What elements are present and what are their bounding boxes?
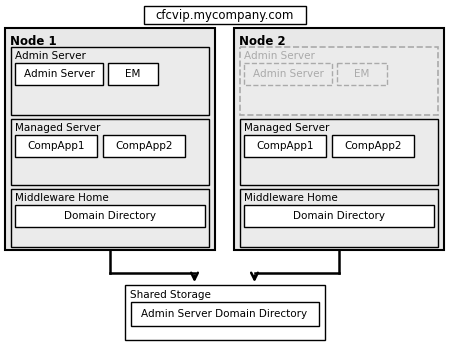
Text: Node 2: Node 2 — [239, 35, 286, 48]
Text: Admin Server: Admin Server — [23, 69, 94, 79]
Bar — [108, 63, 158, 85]
Text: Managed Server: Managed Server — [244, 123, 330, 133]
Bar — [15, 135, 97, 157]
Bar — [234, 28, 444, 250]
Bar — [144, 6, 305, 24]
Bar — [244, 63, 332, 85]
Bar — [240, 189, 438, 247]
Bar — [240, 119, 438, 185]
Bar — [124, 285, 325, 340]
Bar — [332, 135, 414, 157]
Bar — [11, 189, 209, 247]
Text: Admin Server: Admin Server — [244, 51, 315, 61]
Text: Middleware Home: Middleware Home — [244, 193, 338, 203]
Bar — [337, 63, 387, 85]
Text: cfcvip.mycompany.com: cfcvip.mycompany.com — [155, 8, 294, 22]
Text: Domain Directory: Domain Directory — [293, 211, 385, 221]
Text: Node 1: Node 1 — [10, 35, 57, 48]
Bar — [5, 28, 215, 250]
Bar — [244, 205, 434, 227]
Text: Admin Server: Admin Server — [252, 69, 323, 79]
Text: EM: EM — [125, 69, 141, 79]
Bar — [11, 47, 209, 115]
Bar — [11, 119, 209, 185]
Bar — [15, 205, 205, 227]
Bar — [131, 302, 318, 326]
Bar — [240, 47, 438, 115]
Bar — [15, 63, 103, 85]
Text: Admin Server Domain Directory: Admin Server Domain Directory — [141, 309, 308, 319]
Bar — [103, 135, 185, 157]
Text: CompApp1: CompApp1 — [256, 141, 314, 151]
Text: CompApp1: CompApp1 — [27, 141, 85, 151]
Text: Managed Server: Managed Server — [15, 123, 101, 133]
Text: Admin Server: Admin Server — [15, 51, 86, 61]
Bar — [244, 135, 326, 157]
Text: CompApp2: CompApp2 — [115, 141, 173, 151]
Text: Middleware Home: Middleware Home — [15, 193, 109, 203]
Text: Domain Directory: Domain Directory — [64, 211, 156, 221]
Text: EM: EM — [354, 69, 370, 79]
Text: Shared Storage: Shared Storage — [131, 290, 211, 300]
Text: CompApp2: CompApp2 — [344, 141, 402, 151]
